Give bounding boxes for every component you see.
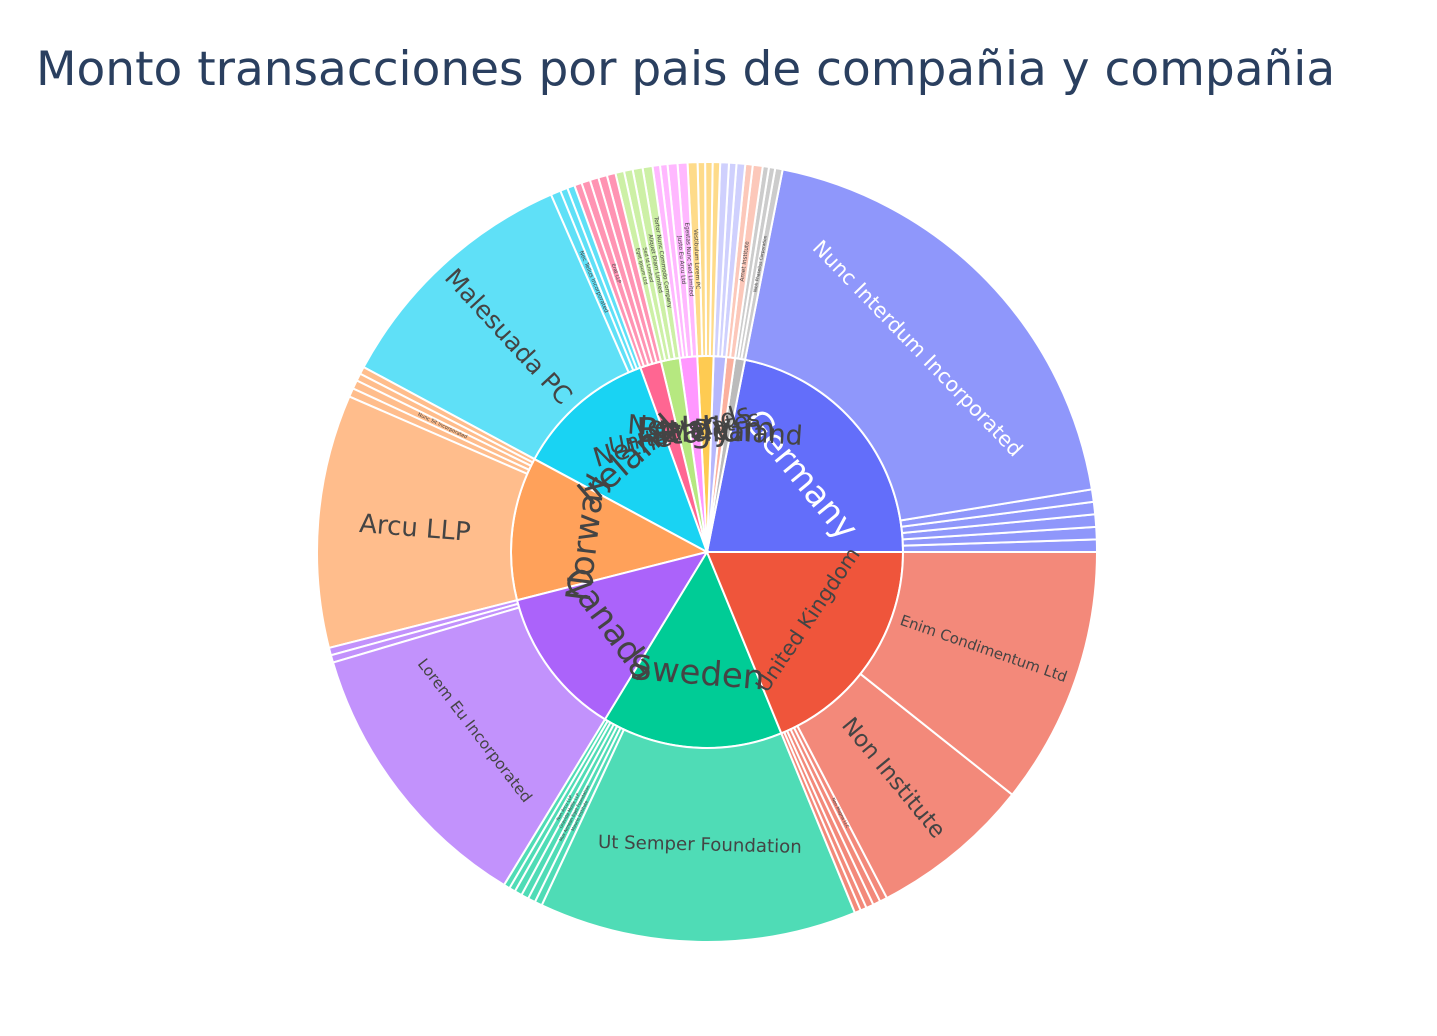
company-label-egestas-nunc-sed-limited: Egestas Nunc Sed Limited: [683, 222, 694, 297]
sector-company-nunc-interdum-incorporated[interactable]: [743, 168, 1094, 522]
company-label-amet-institute: Amet Institute: [740, 241, 751, 282]
sector-company-ut-semper-foundation[interactable]: [540, 728, 857, 943]
sector-company-lorem-eu-incorporated[interactable]: [331, 606, 607, 887]
chart-title: Monto transacciones por pais de compañia…: [36, 42, 1336, 97]
company-label-vestibulum-lorem-pc: Vestibulum Lorem PC: [692, 229, 700, 290]
company-label-erat-llp: Erat LLP: [610, 263, 622, 284]
company-label-ut-semper-foundation: Ut Semper Foundation: [598, 832, 802, 858]
country-label-italy: Italy: [657, 408, 734, 455]
company-label-justo-eu-arcu-ltd: Justo Eu Arcu Ltd: [676, 235, 686, 285]
sector-company-enim-condimentum-ltd[interactable]: [859, 551, 1099, 797]
country-label-belgium: Belgium: [636, 410, 776, 451]
